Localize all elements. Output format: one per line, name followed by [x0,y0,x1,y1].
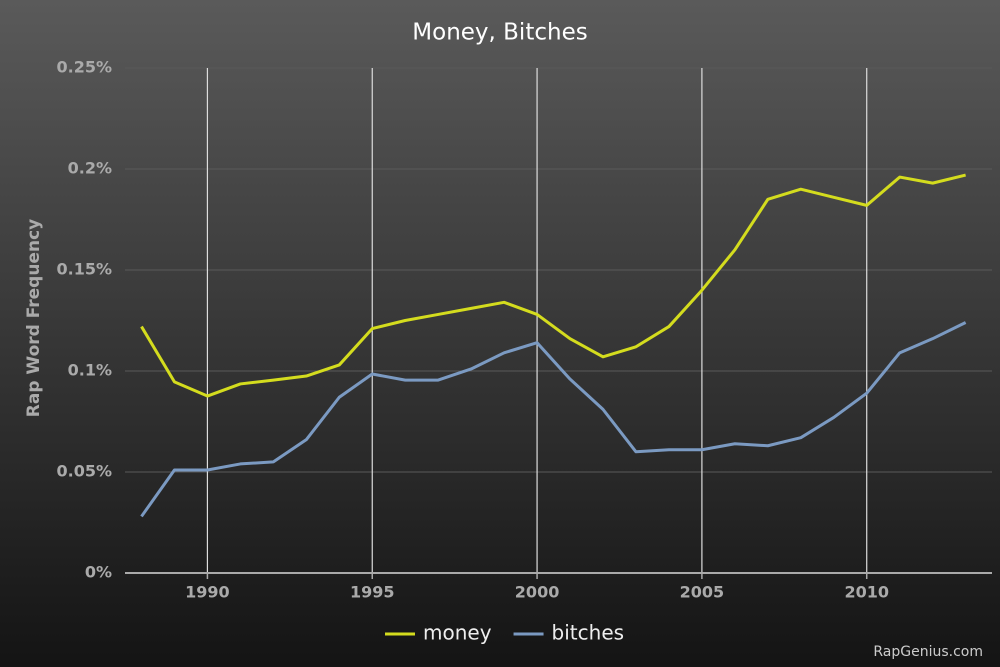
y-tick-label: 0.25% [56,58,112,77]
y-tick-label: 0.15% [56,260,112,279]
y-axis-label: Rap Word Frequency [24,219,44,417]
y-tick-label: 0.2% [68,159,112,178]
x-tick-label: 1990 [185,583,230,602]
line-series [140,321,967,518]
y-tick-label: 0% [85,563,112,582]
chart-title: Money, Bitches [412,20,587,46]
x-tick-label: 1995 [350,583,395,602]
x-tick-label: 2005 [680,583,725,602]
x-tick-label: 2010 [844,583,889,602]
legend-label: bitches [552,621,625,645]
y-tick-label: 0.1% [68,361,112,380]
watermark: RapGenius.com [873,644,983,660]
y-tick-label: 0.05% [56,462,112,481]
legend-label: money [423,621,492,645]
x-tick-label: 2000 [515,583,560,602]
line-series [140,173,966,398]
